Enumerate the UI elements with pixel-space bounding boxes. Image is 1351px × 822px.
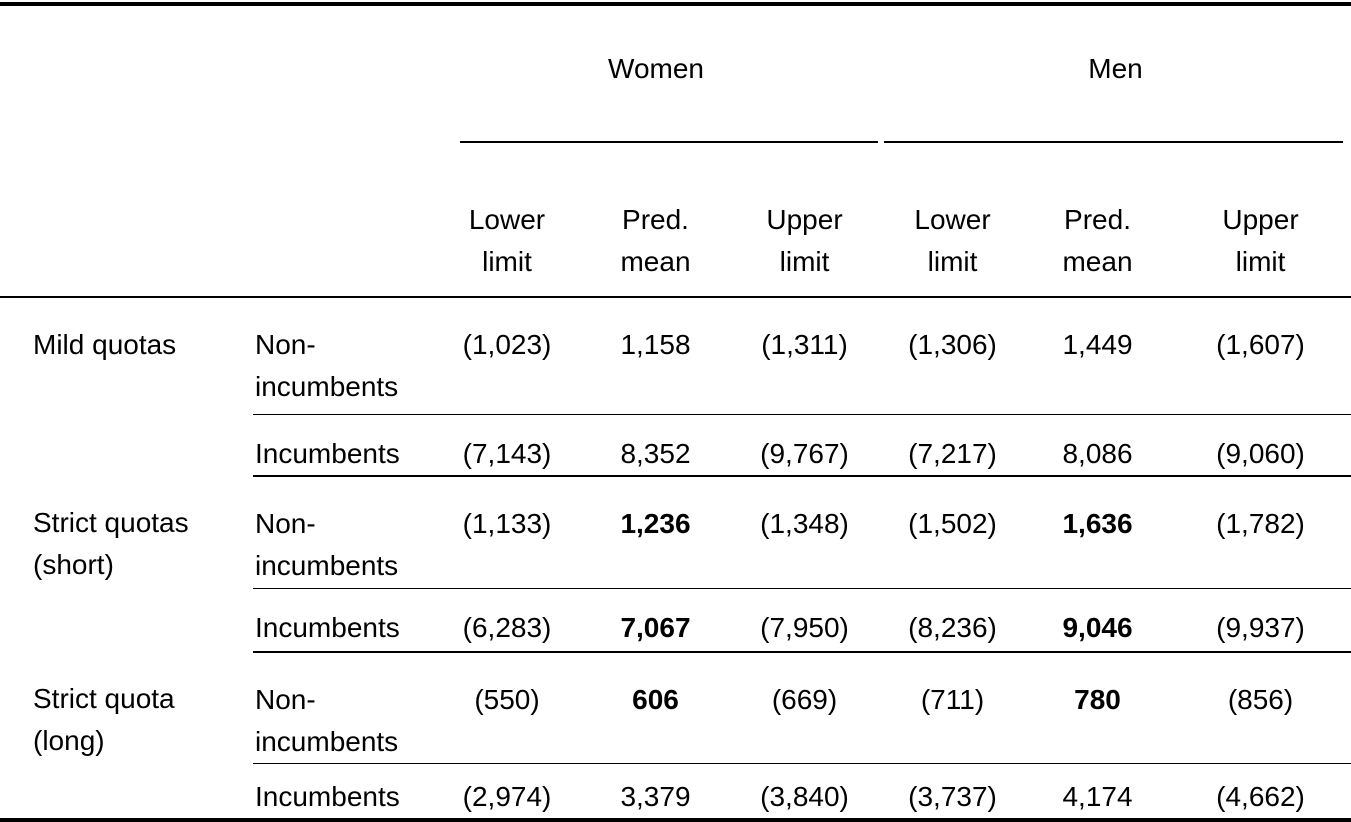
cell-value: 9,046 [1025,588,1171,653]
cell-value: (1,348) [729,476,881,589]
table-row: Strict quotas (short) Non- incumbents (1… [0,476,1351,589]
row-label-non-incumbents: Non- incumbents [253,652,432,764]
women-spanner-label: Women [608,53,704,84]
corner-spacer [0,4,432,185]
table-row: Incumbents (7,143) 8,352 (9,767) (7,217)… [0,414,1351,477]
cell-value: 3,379 [620,781,691,812]
spanner-header-row: Women Men [0,4,1351,185]
table-row: Incumbents (6,283) 7,067 (7,950) (8,236)… [0,588,1351,653]
cell-value: 1,636 [1025,476,1171,589]
header-spacer [0,185,253,298]
cell-value: 1,449 [1025,297,1171,415]
column-header-row: Lower limit Pred. mean Upper limit Lower… [0,185,1351,298]
cell-value: 8,086 [1025,414,1171,477]
cell-value: (9,767) [729,414,881,477]
men-spanner-label: Men [1088,53,1143,84]
cell-value: 1,158 [582,297,729,415]
row-label-incumbents: Incumbents [253,588,432,653]
men-spanner-rule [884,141,1344,143]
cell-value: 4,174 [1062,781,1133,812]
header-men-pred-mean: Pred. mean [1025,185,1171,298]
cell-value: (7,217) [880,414,1026,477]
cell-value: (3,737) [908,781,997,812]
cell-value: (1,607) [1170,297,1351,415]
cell-value: 780 [1025,652,1171,764]
cell-value: (6,283) [432,588,582,653]
cell-value: (856) [1170,652,1351,764]
group-label-strict-quotas-short: Strict quotas (short) [33,507,189,580]
cell-value: (1,782) [1170,476,1351,589]
table-row: Mild quotas Non- incumbents (1,023) 1,15… [0,297,1351,415]
header-women-upper-limit: Upper limit [729,185,881,298]
header-women-pred-mean: Pred. mean [582,185,729,298]
cell-value: (7,950) [729,588,881,653]
row-label-incumbents: Incumbents [253,414,432,477]
cell-value: (1,133) [432,476,582,589]
header-men-lower-limit: Lower limit [880,185,1026,298]
cell-value: 606 [582,652,729,764]
cell-value: (9,060) [1170,414,1351,477]
women-spanner-rule [460,141,879,143]
group-label-mild-quotas: Mild quotas [33,329,177,360]
cell-value: (711) [880,652,1026,764]
cell-value: (7,143) [432,414,582,477]
group-label-strict-quota-long: Strict quota (long) [33,683,175,756]
cell-value: (1,311) [729,297,881,415]
header-women-lower-limit: Lower limit [432,185,582,298]
cell-value: (1,023) [432,297,582,415]
men-column-group: Men [880,4,1351,185]
cell-value: (3,840) [760,781,849,812]
cell-value: (1,502) [880,476,1026,589]
cell-value: 1,236 [582,476,729,589]
women-column-group: Women [432,4,880,185]
cell-value: 8,352 [582,414,729,477]
cell-value: (1,306) [880,297,1026,415]
cell-value: 7,067 [582,588,729,653]
header-spacer [253,185,432,298]
cell-value: (669) [729,652,881,764]
cell-value: (9,937) [1170,588,1351,653]
row-label-non-incumbents: Non- incumbents [253,476,432,589]
cell-value: (4,662) [1216,781,1305,812]
table-row: Strict quota (long) Non- incumbents (550… [0,652,1351,764]
row-label-incumbents: Incumbents [255,781,400,812]
row-label-non-incumbents: Non- incumbents [253,297,432,415]
cell-value: (8,236) [880,588,1026,653]
cell-value: (2,974) [462,781,552,812]
cell-value: (550) [432,652,582,764]
header-men-upper-limit: Upper limit [1170,185,1351,298]
